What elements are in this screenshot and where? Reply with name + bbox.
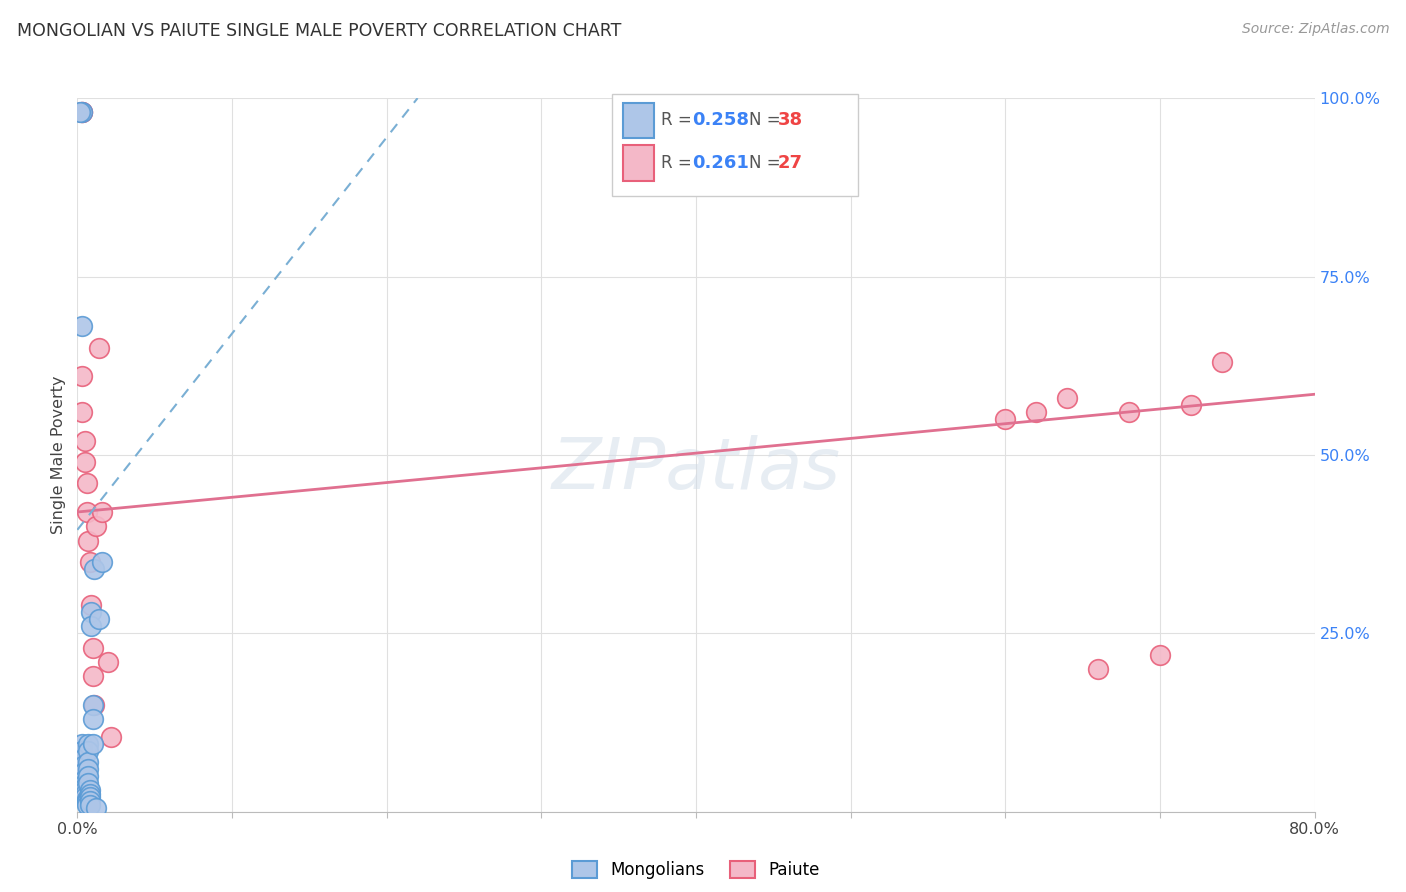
Text: Source: ZipAtlas.com: Source: ZipAtlas.com [1241,22,1389,37]
Point [79,783,101,797]
Text: N =: N = [749,154,786,172]
Point [69,105,91,120]
Point [79,555,101,569]
Point [82,640,104,655]
Point [1087,662,1109,676]
Point [77,762,100,776]
Point [79,790,101,805]
Text: N =: N = [749,112,786,129]
Point [72,751,94,765]
Point [76,796,98,810]
Text: 27: 27 [778,154,803,172]
Point [1211,355,1233,369]
Point [1025,405,1047,419]
Point [70,105,93,120]
Point [77,755,100,769]
Point [77,533,100,548]
Point [70,105,93,120]
Point [75,455,96,469]
Text: R =: R = [661,154,697,172]
Point [994,412,1017,426]
Point [87,612,110,626]
Point [77,776,100,790]
Point [84,519,107,533]
Point [77,737,100,751]
Point [72,772,94,787]
Y-axis label: Single Male Poverty: Single Male Poverty [51,376,66,534]
Point [97,655,120,669]
Point [75,790,96,805]
Point [79,787,101,801]
Legend: Mongolians, Paiute: Mongolians, Paiute [565,854,827,886]
Point [77,744,100,758]
Point [91,505,114,519]
Point [91,555,114,569]
Point [70,369,93,384]
Point [76,794,98,808]
Point [1180,398,1202,412]
Point [75,780,96,794]
Point [70,405,93,419]
Point [72,765,94,780]
Point [75,783,96,797]
Point [83,562,105,576]
Point [70,744,93,758]
Point [75,434,96,448]
Point [83,698,105,712]
Text: 38: 38 [778,112,803,129]
Text: R =: R = [661,112,697,129]
Point [76,792,98,806]
Text: 0.261: 0.261 [692,154,748,172]
Point [80,598,103,612]
Point [82,669,104,683]
Point [82,737,104,751]
Point [82,712,104,726]
Point [87,341,110,355]
Point [1149,648,1171,662]
Point [77,769,100,783]
Point [80,619,103,633]
Point [80,605,103,619]
Point [100,730,122,744]
Text: ZIPatlas: ZIPatlas [551,434,841,504]
Point [70,105,93,120]
Point [75,787,96,801]
Point [79,794,101,808]
Point [84,801,107,815]
Point [72,758,94,772]
Point [79,797,101,812]
Point [70,737,93,751]
Point [76,476,98,491]
Point [76,505,98,519]
Text: 0.258: 0.258 [692,112,749,129]
Text: MONGOLIAN VS PAIUTE SINGLE MALE POVERTY CORRELATION CHART: MONGOLIAN VS PAIUTE SINGLE MALE POVERTY … [17,22,621,40]
Point [70,319,93,334]
Point [75,776,96,790]
Point [1056,391,1078,405]
Point [76,797,98,812]
Point [82,698,104,712]
Point [1118,405,1140,419]
